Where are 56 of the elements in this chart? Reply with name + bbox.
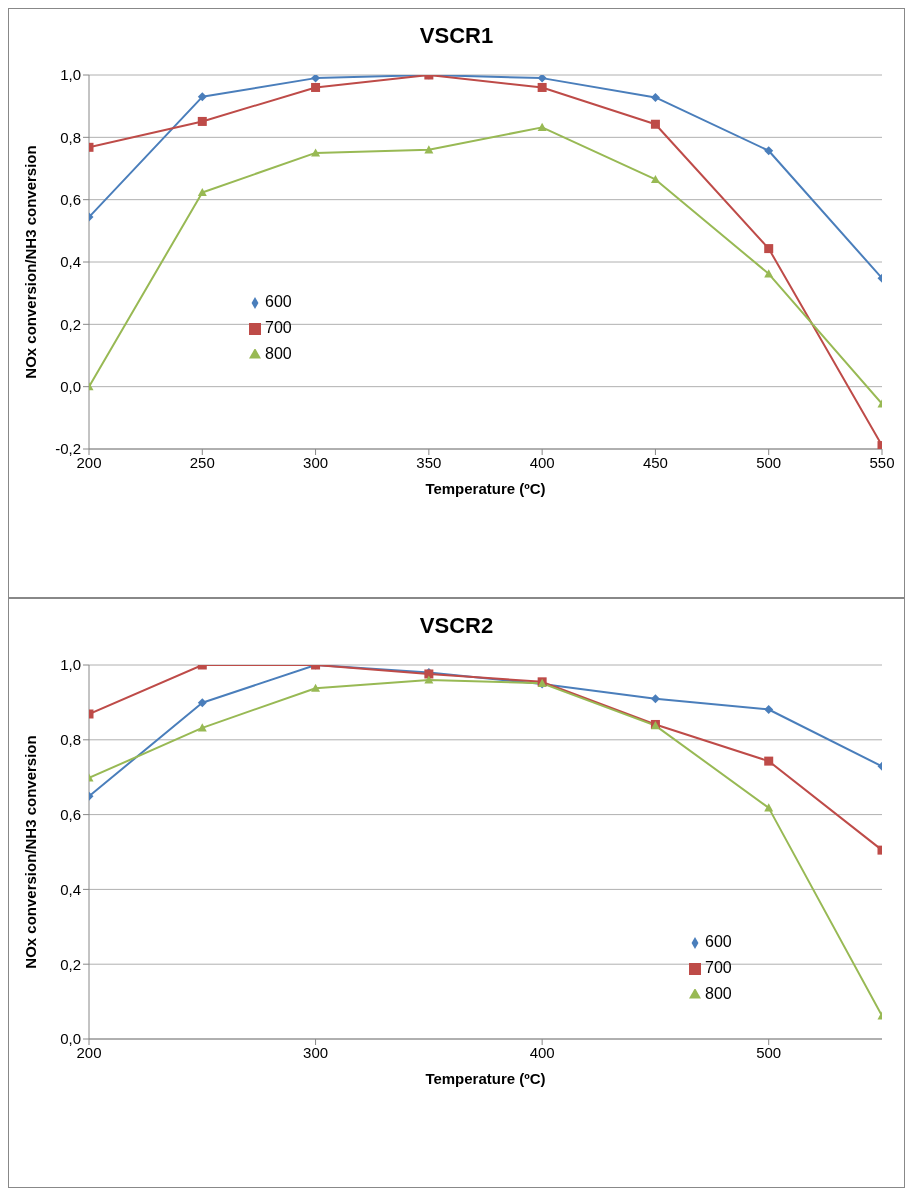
y-tick-label: 0,2 [60,955,81,973]
y-axis-title: NOx conversion/NH3 conversion [22,735,40,969]
point [764,803,774,812]
y-tick-label: 1,0 [60,656,81,674]
y-tick-label: 0,4 [60,253,81,271]
point [424,675,434,684]
point [650,694,660,704]
point [650,174,660,184]
legend-label: 800 [265,345,292,362]
point [197,116,207,126]
x-tick-label: 250 [189,453,215,471]
point [311,82,321,92]
y-tick-label: 0,2 [60,315,81,333]
point [537,75,547,83]
y-tick-label: 0,4 [60,880,81,898]
point [764,244,774,254]
legend-label: 700 [265,319,292,336]
y-tick-label: 1,0 [60,66,81,84]
point [650,92,660,102]
x-axis-title: Temperature (ºC) [425,1069,546,1087]
point [197,188,207,197]
point [197,92,207,102]
point [764,269,774,278]
point [311,683,321,692]
legend-label: 600 [265,293,292,310]
x-axis-title: Temperature (ºC) [425,479,546,497]
x-tick-label: 500 [756,1043,782,1061]
x-tick-label: 300 [303,453,329,471]
point [764,705,774,715]
y-tick-label: 0,6 [60,190,81,208]
x-tick-label: 300 [303,1043,329,1061]
point [764,146,774,156]
point [311,148,321,157]
chart-title: VSCR1 [418,23,495,49]
x-tick-label: 550 [869,453,895,471]
legend-label: 700 [705,959,732,976]
chart-title: VSCR2 [418,613,495,639]
legend-label: 800 [705,985,732,1002]
point [424,145,434,154]
y-tick-label: 0,6 [60,805,81,823]
y-tick-label: 0,0 [60,377,81,395]
point [650,119,660,129]
x-tick-label: 500 [756,453,782,471]
y-tick-label: 0,8 [60,128,81,146]
point [197,698,207,708]
x-tick-label: 450 [642,453,668,471]
legend-label: 600 [705,933,732,950]
x-tick-label: 350 [416,453,442,471]
point [537,82,547,92]
y-tick-label: 0,8 [60,731,81,749]
point [764,756,774,766]
y-axis-title: NOx conversion/NH3 conversion [22,145,40,379]
x-tick-label: 400 [529,1043,555,1061]
point [311,75,321,83]
x-tick-label: 400 [529,453,555,471]
point [537,122,547,131]
